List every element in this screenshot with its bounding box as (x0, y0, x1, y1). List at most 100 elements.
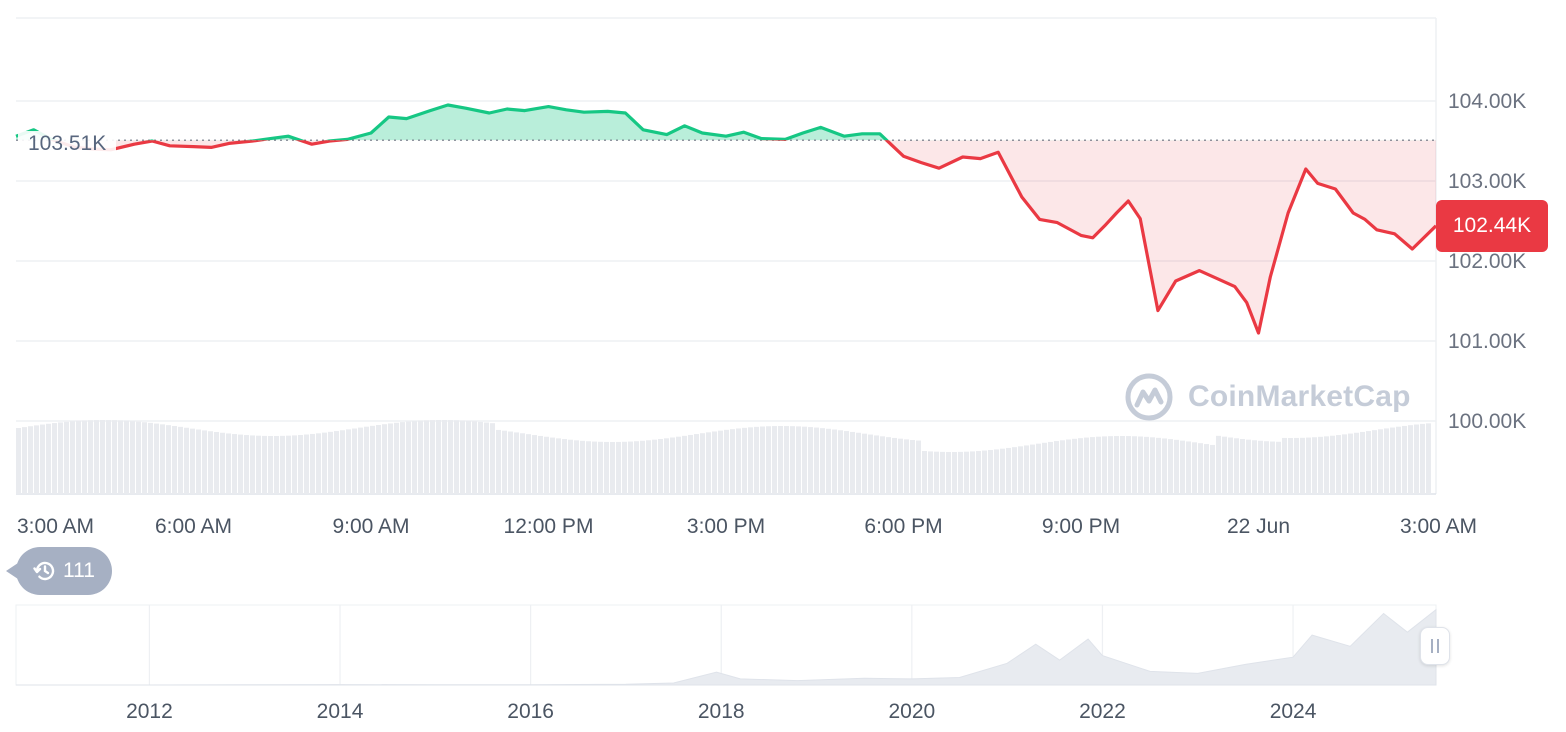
volume-bar (1174, 439, 1179, 494)
volume-bar (904, 439, 909, 494)
volume-bar (808, 427, 813, 494)
navigator-area (16, 608, 1437, 686)
volume-bar (514, 432, 519, 494)
volume-bar (472, 421, 477, 494)
volume-bar (142, 422, 147, 494)
volume-bar (508, 431, 513, 494)
volume-bar (682, 435, 687, 494)
volume-bar (1234, 438, 1239, 494)
volume-bar (1294, 437, 1299, 494)
volume-bar (778, 426, 783, 494)
volume-bar (1240, 439, 1245, 494)
volume-bar (1150, 437, 1155, 494)
volume-bar (286, 435, 291, 494)
volume-bar (940, 451, 945, 494)
volume-bar (1300, 437, 1305, 494)
volume-bar (244, 435, 249, 494)
volume-bar (688, 434, 693, 494)
history-badge[interactable]: 111 (6, 547, 112, 595)
volume-bar (1348, 433, 1353, 494)
volume-bar (712, 431, 717, 494)
volume-bar (130, 421, 135, 494)
volume-bar (1390, 427, 1395, 494)
volume-bar (256, 435, 261, 494)
volume-bar (148, 422, 153, 494)
volume-bar (454, 420, 459, 494)
volume-bar (784, 426, 789, 494)
volume-bar (268, 435, 273, 494)
volume-bar (1336, 435, 1341, 494)
volume-bar (718, 430, 723, 494)
volume-bar (430, 420, 435, 494)
volume-bar (340, 430, 345, 494)
volume-bar (250, 435, 255, 494)
volume-bar (382, 424, 387, 494)
volume-bar (1078, 438, 1083, 494)
volume-bar (1228, 437, 1233, 494)
volume-bar (1084, 437, 1089, 494)
volume-bar (1360, 431, 1365, 494)
x-tick-label: 9:00 PM (1042, 515, 1120, 538)
volume-bar (1354, 432, 1359, 494)
volume-bar (916, 440, 921, 494)
navigator-year-labels: 2012 2014 2016 2018 2020 2022 2024 (126, 700, 1317, 723)
volume-bar (262, 435, 267, 494)
volume-bar (310, 433, 315, 494)
volume-bar (1108, 436, 1113, 494)
volume-bar (658, 439, 663, 494)
volume-bar (154, 423, 159, 494)
volume-bar (1024, 445, 1029, 494)
volume-bar (928, 451, 933, 494)
volume-bar (496, 429, 501, 494)
volume-bar (874, 435, 879, 494)
coinmarketcap-logo-icon (1125, 373, 1173, 421)
volume-bar (376, 425, 381, 494)
volume-bar (394, 422, 399, 494)
volume-bar (334, 431, 339, 494)
volume-bar (1102, 436, 1107, 494)
volume-bar (856, 432, 861, 494)
volume-bar (556, 438, 561, 494)
price-line-down (49, 140, 1438, 335)
navigator-handle[interactable] (1420, 627, 1450, 665)
volume-bar (598, 441, 603, 494)
volume-bar (814, 427, 819, 494)
volume-bar (538, 435, 543, 494)
volume-bar (640, 440, 645, 494)
volume-bar (1258, 440, 1263, 494)
volume-bar (1342, 434, 1347, 494)
x-tick-label: 9:00 AM (332, 515, 409, 538)
volume-bar (586, 441, 591, 494)
volume-bar (1114, 436, 1119, 494)
volume-bar (976, 451, 981, 494)
volume-bar (592, 441, 597, 494)
volume-bar (610, 441, 615, 494)
volume-bar (34, 425, 39, 494)
current-price-tag: 102.44K (1436, 200, 1548, 252)
volume-bar (676, 436, 681, 494)
volume-bar (910, 439, 915, 494)
volume-bar (526, 434, 531, 494)
volume-bar (604, 441, 609, 494)
volume-bar (484, 422, 489, 494)
x-tick-label: 3:00 AM (17, 515, 94, 538)
volume-bar (1426, 423, 1431, 494)
volume-bar (1204, 444, 1209, 494)
navigator-frame[interactable] (15, 604, 1437, 686)
volume-bar (1120, 436, 1125, 494)
volume-bar (466, 420, 471, 494)
volume-bar (298, 434, 303, 494)
price-line-up (15, 103, 889, 141)
volume-bar (796, 426, 801, 494)
volume-bar (448, 420, 453, 494)
history-icon (33, 561, 55, 581)
navigator-year-label: 2018 (698, 700, 745, 723)
volume-bar (1012, 447, 1017, 494)
y-tick-label: 102.00K (1448, 250, 1526, 273)
volume-bar (1138, 436, 1143, 494)
volume-bar (820, 428, 825, 494)
watermark-text: CoinMarketCap (1188, 380, 1411, 413)
volume-bar (1042, 442, 1047, 494)
navigator-year-label: 2020 (888, 700, 935, 723)
